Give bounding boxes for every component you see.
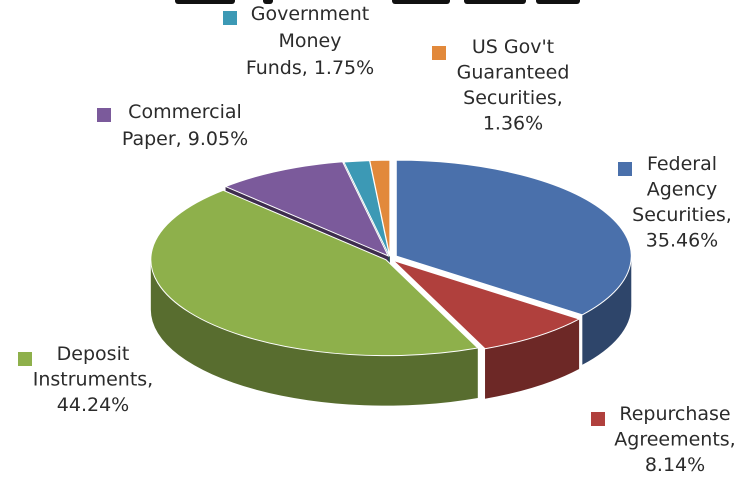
side-wall-repurchase-agreements <box>485 319 580 399</box>
legend-swatch-deposit-instruments <box>18 352 32 366</box>
pie-slices <box>150 159 632 357</box>
label-government-money-funds: Government Money Funds, 1.75% <box>223 3 374 79</box>
data-label-us-gov-t-guaranteed-securities: US Gov't Guaranteed Securities, 1.36% <box>457 36 570 135</box>
label-deposit-instruments: Deposit Instruments, 44.24% <box>18 343 153 416</box>
slice-commercial-paper <box>224 161 390 257</box>
legend-swatch-federal-agency-securities <box>618 162 632 176</box>
side-wall-federal-agency-securities <box>582 256 632 365</box>
legend-swatch-government-money-funds <box>223 11 237 25</box>
legend-swatch-us-gov-t-guaranteed-securities <box>432 46 446 60</box>
data-label-federal-agency-securities: Federal Agency Securities, 35.46% <box>632 153 732 252</box>
legend-swatch-commercial-paper <box>97 108 111 122</box>
slice-deposit-instruments <box>150 189 479 357</box>
data-label-commercial-paper: Commercial Paper, 9.05% <box>122 101 248 150</box>
label-federal-agency-securities: Federal Agency Securities, 35.46% <box>618 153 732 252</box>
cropped-title-fragment <box>536 0 580 4</box>
pie-labels: Federal Agency Securities, 35.46% Repurchase… <box>18 3 736 476</box>
cropped-title-fragment <box>464 0 526 4</box>
side-wall-deposit-instruments <box>150 259 478 406</box>
data-label-government-money-funds: Government Money Funds, 1.75% <box>246 3 374 79</box>
slice-repurchase-agreements <box>392 259 581 350</box>
label-repurchase-agreements: Repurchase Agreements, 8.14% <box>591 403 736 476</box>
label-commercial-paper: Commercial Paper, 9.05% <box>97 101 248 150</box>
data-label-repurchase-agreements: Repurchase Agreements, 8.14% <box>614 403 735 476</box>
slice-federal-agency-securities <box>395 159 632 316</box>
cropped-title-strip <box>175 0 580 4</box>
data-label-deposit-instruments: Deposit Instruments, 44.24% <box>33 343 153 416</box>
legend-swatch-repurchase-agreements <box>591 412 605 426</box>
cropped-title-fragment <box>175 0 235 4</box>
cropped-title-fragment <box>392 0 450 4</box>
label-us-gov-t-guaranteed-securities: US Gov't Guaranteed Securities, 1.36% <box>432 36 569 135</box>
slice-us-gov-t-guaranteed-securities <box>369 159 391 257</box>
cropped-title-fragment <box>263 0 273 4</box>
